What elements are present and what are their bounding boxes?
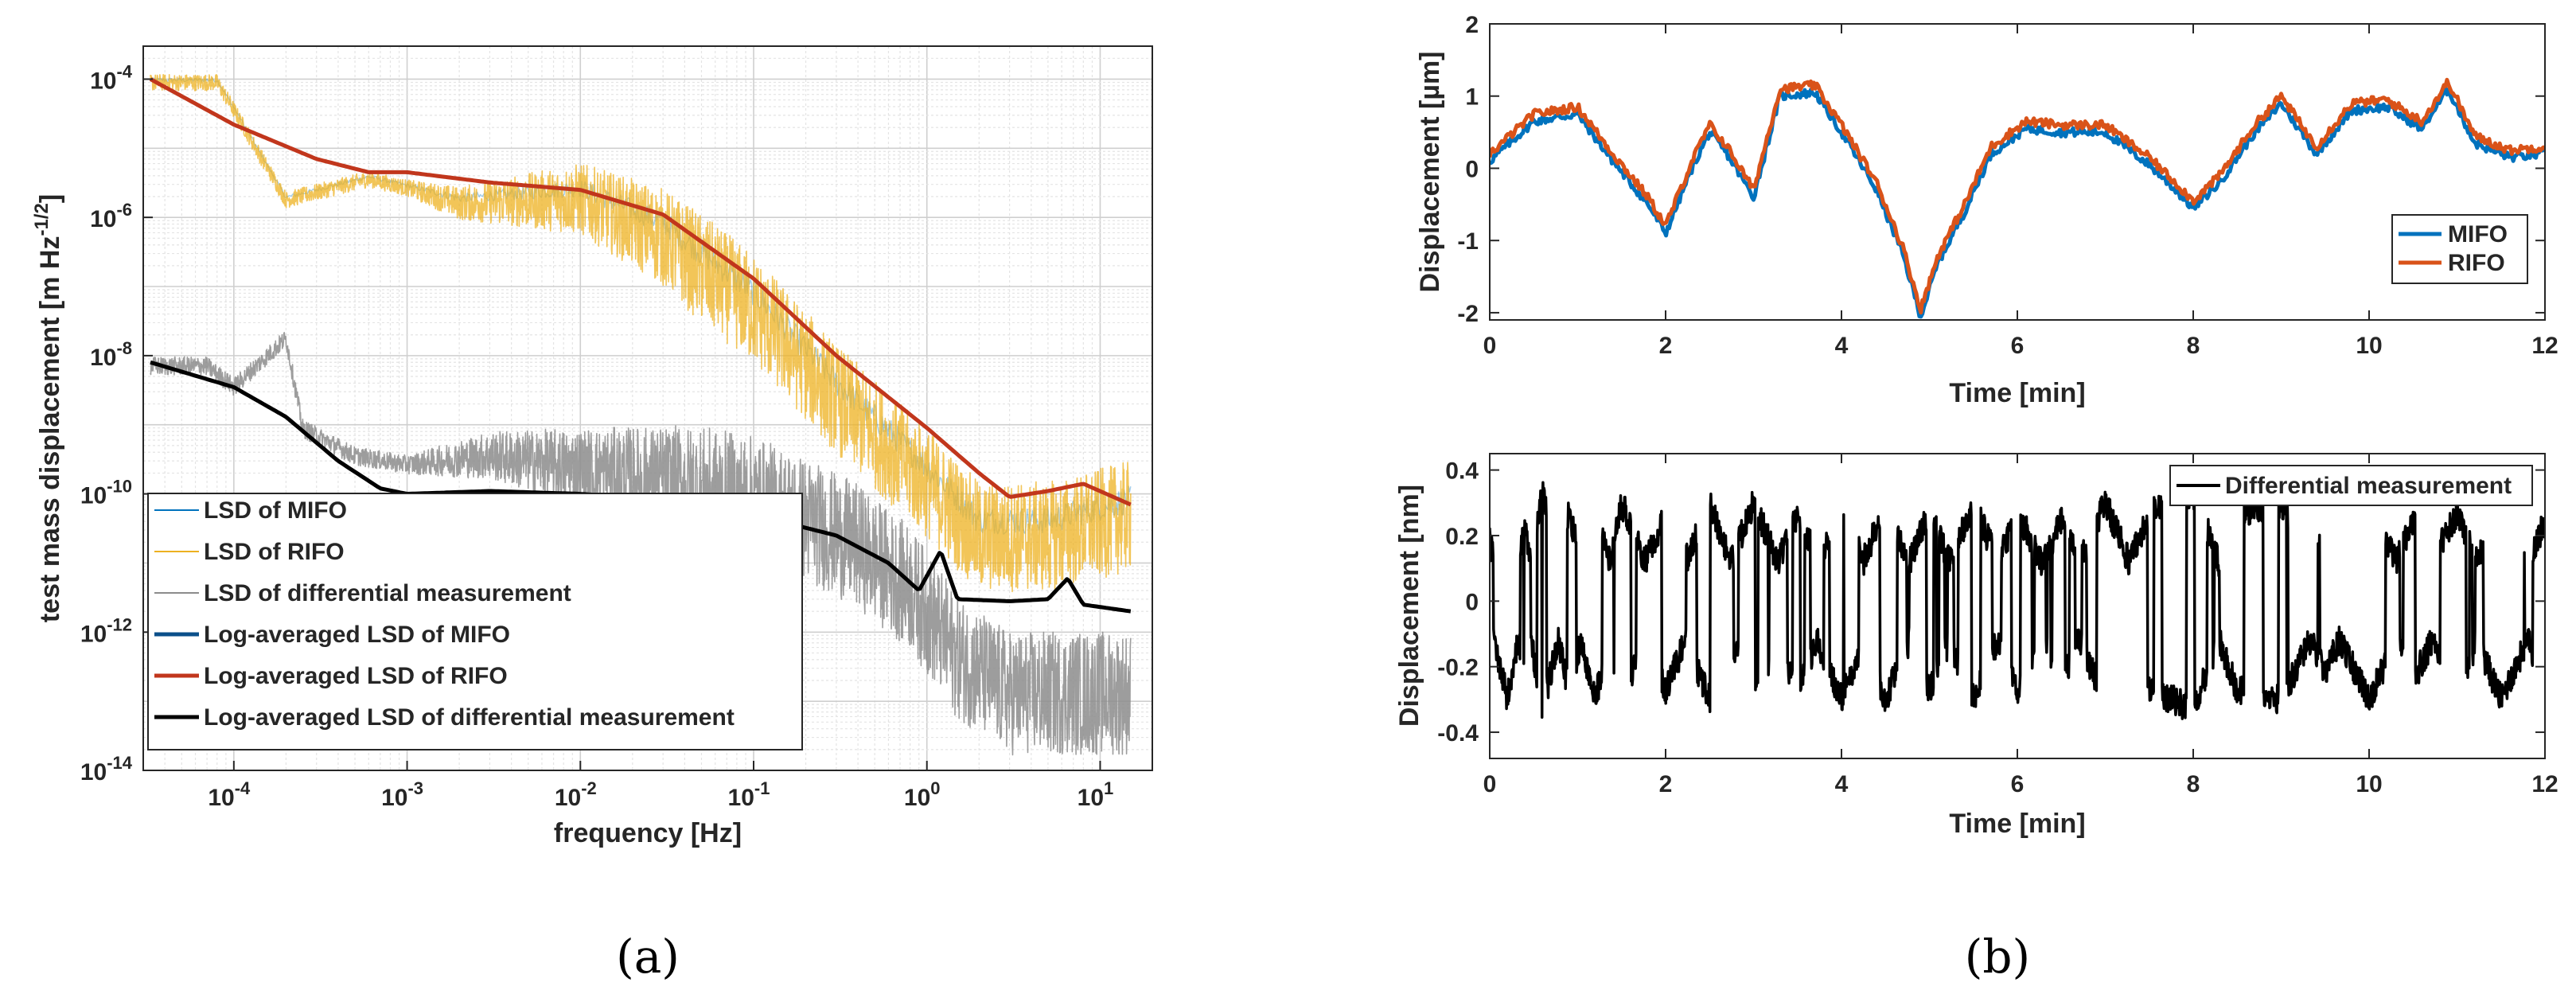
panel-label-a: (a)	[616, 930, 680, 984]
chart-a-ytick-label-0: 10-4	[90, 61, 133, 94]
chart-a-series-group	[149, 74, 1132, 756]
chart-a-legend-label-4: Log-averaged LSD of RIFO	[204, 663, 508, 689]
chart-b2-ytick-label-3: 0.2	[1445, 524, 1479, 550]
chart-b2-ylabel: Displacement [nm]	[1394, 485, 1424, 727]
chart-b2-line-0	[1490, 481, 2545, 720]
chart-a-xlabel: frequency [Hz]	[554, 818, 742, 848]
chart-a-ytick-label-1: 10-6	[90, 200, 132, 232]
chart-b2-xtick-label-6: 12	[2531, 771, 2558, 797]
b1-series-line-0	[1490, 87, 2545, 319]
chart-a-series-4	[149, 77, 1132, 507]
chart-a-legend-label-5: Log-averaged LSD of differential measure…	[204, 704, 735, 731]
b1-series-ytick-label-3: 1	[1465, 84, 1479, 111]
chart-b2-xtick-label-5: 10	[2356, 771, 2382, 797]
chart-a-xtick-label-2: 10-2	[555, 778, 597, 811]
chart-a-xtick-label-4: 100	[904, 778, 941, 811]
b1-series-ytick-label-0: -2	[1457, 301, 1479, 327]
chart-a-ylabel: test mass displacement [m Hz-1/2]	[31, 194, 65, 622]
chart-a-ytick-label-4: 10-12	[80, 614, 132, 647]
b1-series-xtick-label-5: 10	[2356, 333, 2382, 359]
chart-b2-xtick-label-4: 8	[2187, 771, 2200, 797]
b1-series-ytick-label-4: 2	[1465, 12, 1479, 38]
chart-b2-ytick-label-1: -0.2	[1437, 655, 1479, 681]
chart-b1-ylabel: Displacement [µm]	[1415, 52, 1445, 293]
chart-a-legend-label-1: LSD of RIFO	[204, 539, 345, 565]
chart-a-legend-label-2: LSD of differential measurement	[204, 580, 571, 606]
chart-b2-xtick-label-2: 4	[1835, 771, 1849, 797]
chart-b2-differential: 0 2 4 6 8 10 12 -0.4 -0.2 0 0.2 0.4 Time [min] Disp…	[1394, 453, 2558, 984]
chart-b1-xlabel: Time [min]	[1949, 378, 2085, 408]
chart-a-legend-label-0: LSD of MIFO	[204, 497, 347, 524]
chart-b2-xlabel: Time [min]	[1949, 809, 2085, 839]
chart-a-axes-box	[142, 45, 1153, 771]
panel-label-b: (b)	[1965, 930, 2030, 984]
chart-a-legend-label-3: Log-averaged LSD of MIFO	[204, 622, 510, 648]
chart-a-ytick-label-5: 10-14	[80, 753, 133, 786]
chart-b2-series-group	[1490, 481, 2545, 720]
b1-series-xtick-label-2: 4	[1835, 333, 1849, 359]
chart-b1-legend-label-1: RIFO	[2448, 250, 2505, 276]
chart-a-ytick-label-2: 10-8	[90, 338, 132, 371]
b1-series-xtick-label-3: 6	[2011, 333, 2025, 359]
chart-a-xtick-label-5: 101	[1078, 778, 1114, 811]
chart-b1-series-group	[1490, 77, 2545, 319]
chart-b1-plot-area	[1490, 24, 2545, 320]
chart-a-series-1	[150, 74, 1132, 593]
chart-a-ticks: 10-4 10-3 10-2 10-1 100 101 10-4 10-6 10-8 10-10 1…	[80, 61, 1113, 811]
b1-series-xtick-label-0: 0	[1483, 333, 1497, 359]
chart-a-xtick-label-1: 10-3	[381, 778, 423, 811]
chart-b1-legend-label-0: MIFO	[2448, 221, 2508, 248]
chart-a-xtick-label-3: 10-1	[728, 778, 770, 811]
chart-a-lsd: 10-4 10-3 10-2 10-1 100 101 10-4 10-6 10-8 10-10 1…	[31, 45, 1153, 984]
chart-b2-ytick-label-4: 0.4	[1445, 458, 1479, 485]
chart-b2-legend: Differential measurement	[2169, 465, 2533, 506]
chart-a-legend: LSD of MIFO LSD of RIFO LSD of differentia…	[147, 493, 803, 750]
b1-series-ytick-label-1: -1	[1457, 228, 1479, 255]
chart-b2-xtick-label-3: 6	[2011, 771, 2025, 797]
chart-b2-xtick-label-1: 2	[1659, 771, 1673, 797]
chart-b2-ytick-label-2: 0	[1465, 589, 1479, 615]
chart-b2-ticks: 0 2 4 6 8 10 12 -0.4 -0.2 0 0.2 0.4	[1437, 454, 2558, 797]
b1-series-xtick-label-4: 8	[2187, 333, 2200, 359]
chart-a-ytick-label-3: 10-10	[80, 477, 132, 509]
chart-a-xtick-label-0: 10-4	[208, 778, 251, 811]
b1-series-line-1	[1490, 77, 2545, 315]
b1-series-ytick-label-2: 0	[1465, 156, 1479, 182]
b1-series-xtick-label-1: 2	[1659, 333, 1673, 359]
chart-b2-ytick-label-0: -0.4	[1437, 720, 1479, 747]
chart-b2-legend-label-0: Differential measurement	[2225, 473, 2512, 499]
chart-b2-xtick-label-0: 0	[1483, 771, 1497, 797]
b1-series-xtick-label-6: 12	[2531, 333, 2558, 359]
